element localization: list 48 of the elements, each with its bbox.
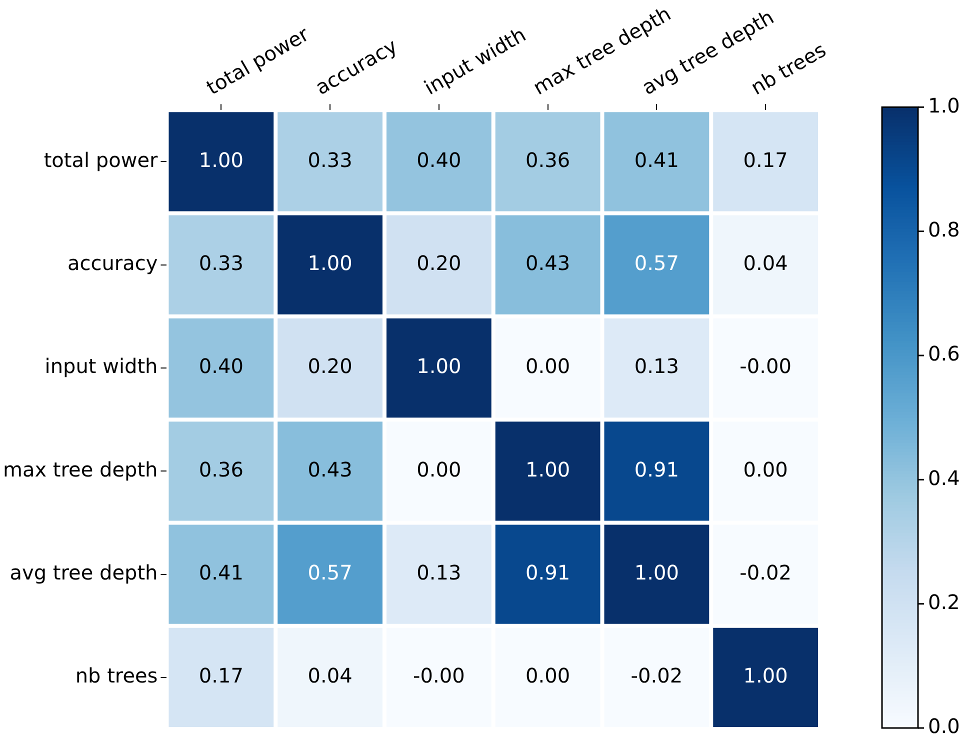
data-label: 0.04 (308, 664, 352, 688)
data-label: 1.00 (416, 354, 462, 378)
data-label: 1.00 (743, 664, 788, 688)
data-label: 0.00 (526, 354, 570, 378)
data-label: -0.02 (630, 664, 683, 688)
data-label: 0.00 (416, 457, 462, 482)
data-label: -0.02 (740, 560, 792, 584)
data-label: 0.17 (198, 664, 244, 688)
y-tick-label: input width (44, 354, 158, 378)
data-label: -0.00 (740, 354, 792, 378)
data-label: 0.17 (743, 148, 788, 172)
data-label: 0.00 (743, 457, 788, 482)
data-label: 0.41 (198, 560, 244, 584)
y-tick-label: nb trees (75, 664, 158, 688)
data-label: 1.00 (198, 148, 244, 172)
data-label: -0.00 (413, 664, 465, 688)
data-label: 1.00 (634, 560, 679, 584)
data-label: 1.00 (526, 457, 570, 482)
data-label: 0.57 (308, 560, 352, 584)
y-tick-label: accuracy (68, 251, 158, 276)
data-label: 1.00 (308, 251, 352, 276)
data-label: 0.13 (416, 560, 462, 584)
data-label: 0.04 (743, 251, 788, 276)
y-tick-label: avg tree depth (10, 560, 158, 584)
data-label: 0.13 (634, 354, 679, 378)
data-label: 0.43 (308, 457, 352, 482)
data-label: 0.40 (198, 354, 244, 378)
color-bar-label: 1.0 (928, 93, 960, 118)
data-label: 0.20 (308, 354, 352, 378)
data-label: 0.36 (526, 148, 570, 172)
color-bar-label: 0.0 (928, 714, 960, 738)
data-label: 0.33 (308, 148, 352, 172)
data-label: 0.00 (526, 664, 570, 688)
data-label: 0.57 (634, 251, 679, 276)
color-bar-label: 0.4 (928, 466, 960, 490)
data-label: 0.41 (634, 148, 679, 172)
data-label: 0.36 (198, 457, 244, 482)
color-bar-label: 0.2 (928, 590, 960, 614)
data-label: 0.43 (526, 251, 570, 276)
y-tick-label: total power (44, 148, 159, 172)
data-label: 0.91 (526, 560, 570, 584)
color-bar-label: 0.6 (928, 342, 960, 366)
data-label: 0.91 (634, 457, 679, 482)
data-label: 0.33 (198, 251, 244, 276)
data-label: 0.20 (416, 251, 462, 276)
data-label: 0.40 (416, 148, 462, 172)
y-tick-label: max tree depth (2, 457, 158, 482)
color-bar-label: 0.8 (928, 218, 960, 242)
